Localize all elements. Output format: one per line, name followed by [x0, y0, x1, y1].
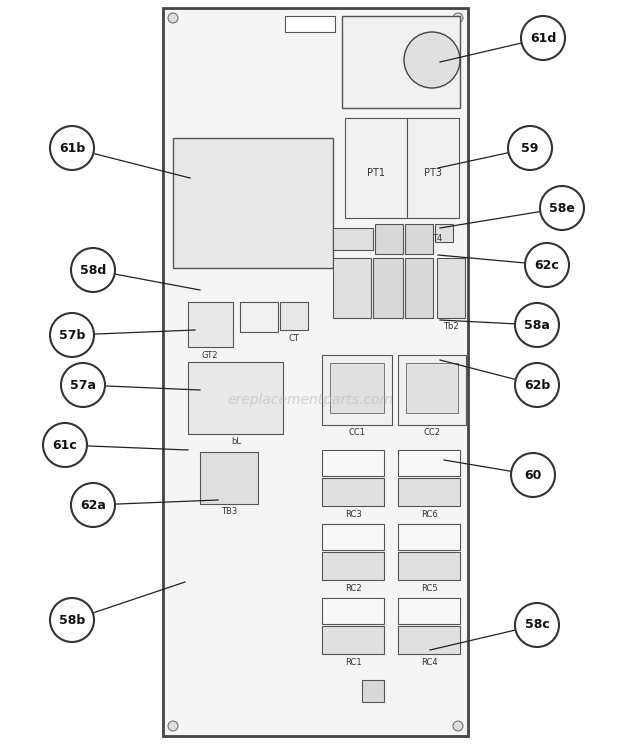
Circle shape: [508, 126, 552, 170]
Bar: [405, 258, 433, 318]
Bar: [188, 362, 283, 434]
Text: PT1: PT1: [367, 168, 385, 178]
Bar: [373, 258, 403, 318]
Bar: [285, 16, 335, 32]
Bar: [173, 138, 333, 268]
Bar: [333, 228, 373, 250]
Bar: [398, 524, 460, 550]
Bar: [322, 598, 384, 624]
Text: 60: 60: [525, 468, 542, 482]
Circle shape: [71, 248, 115, 292]
Bar: [398, 450, 460, 476]
Bar: [398, 626, 460, 654]
Text: Tb2: Tb2: [443, 322, 459, 331]
Bar: [407, 118, 459, 218]
Circle shape: [515, 603, 559, 647]
Bar: [435, 224, 453, 242]
Circle shape: [168, 721, 178, 731]
Text: TB3: TB3: [221, 507, 237, 516]
Bar: [188, 302, 233, 347]
Bar: [437, 258, 465, 318]
Text: T4: T4: [432, 234, 442, 243]
Text: RC5: RC5: [421, 584, 437, 593]
Bar: [375, 224, 403, 254]
Text: CC2: CC2: [423, 428, 440, 437]
Circle shape: [43, 423, 87, 467]
Text: 57a: 57a: [70, 378, 96, 391]
Text: RC2: RC2: [345, 584, 361, 593]
Bar: [406, 363, 458, 413]
Circle shape: [511, 453, 555, 497]
Text: 62b: 62b: [524, 378, 550, 391]
Circle shape: [50, 313, 94, 357]
Bar: [330, 363, 384, 413]
Bar: [200, 452, 258, 504]
Bar: [342, 16, 460, 108]
Circle shape: [50, 598, 94, 642]
Bar: [398, 552, 460, 580]
Circle shape: [540, 186, 584, 230]
Text: 61b: 61b: [59, 141, 85, 155]
Bar: [322, 626, 384, 654]
Text: CT: CT: [288, 334, 299, 343]
Bar: [405, 224, 433, 254]
Bar: [280, 302, 308, 330]
Text: 58e: 58e: [549, 201, 575, 215]
Bar: [322, 450, 384, 476]
Text: RC3: RC3: [345, 510, 361, 519]
Text: 58c: 58c: [525, 619, 549, 631]
Circle shape: [168, 13, 178, 23]
Text: 57b: 57b: [59, 328, 85, 342]
Text: bL: bL: [231, 437, 241, 446]
Circle shape: [71, 483, 115, 527]
Circle shape: [525, 243, 569, 287]
Text: 58d: 58d: [80, 263, 106, 277]
Text: 61c: 61c: [53, 438, 78, 452]
Text: GT2: GT2: [202, 351, 218, 360]
Circle shape: [521, 16, 565, 60]
Text: RC1: RC1: [345, 658, 361, 667]
Text: RC4: RC4: [421, 658, 437, 667]
Circle shape: [61, 363, 105, 407]
Bar: [322, 478, 384, 506]
Bar: [398, 598, 460, 624]
Circle shape: [515, 303, 559, 347]
Bar: [322, 552, 384, 580]
Circle shape: [50, 126, 94, 170]
Text: RC6: RC6: [420, 510, 437, 519]
Text: 59: 59: [521, 141, 539, 155]
Text: ereplacementparts.com: ereplacementparts.com: [227, 393, 393, 407]
Text: CC1: CC1: [348, 428, 366, 437]
Bar: [398, 478, 460, 506]
Circle shape: [515, 363, 559, 407]
Circle shape: [453, 13, 463, 23]
Bar: [333, 258, 371, 318]
Text: 62c: 62c: [534, 259, 559, 272]
Circle shape: [404, 32, 460, 88]
Text: 58a: 58a: [524, 319, 550, 331]
Text: 58b: 58b: [59, 613, 85, 627]
Text: 62a: 62a: [80, 498, 106, 512]
Bar: [398, 355, 466, 425]
Bar: [362, 680, 384, 702]
Bar: [322, 524, 384, 550]
Bar: [163, 8, 468, 736]
Circle shape: [453, 721, 463, 731]
Bar: [322, 355, 392, 425]
Text: PT3: PT3: [424, 168, 442, 178]
Bar: [240, 302, 278, 332]
Text: 61d: 61d: [530, 31, 556, 44]
Bar: [345, 118, 407, 218]
